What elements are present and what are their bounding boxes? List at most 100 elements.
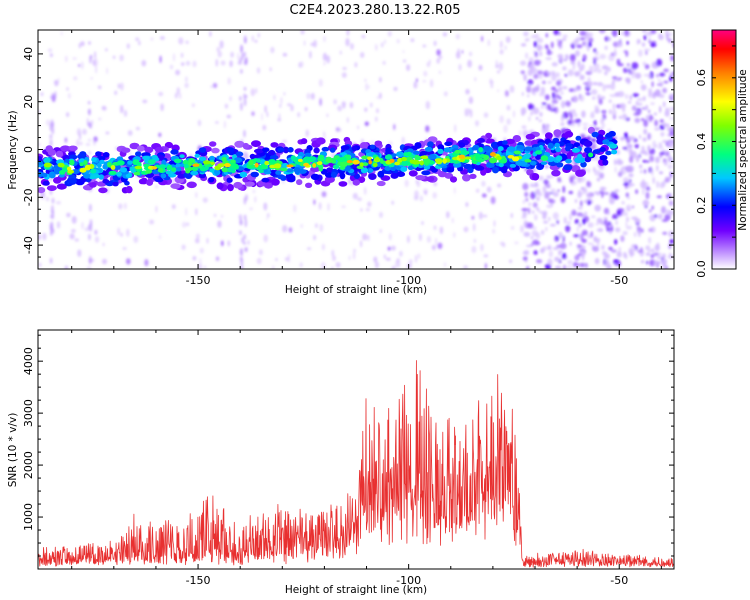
noise-speck	[600, 186, 605, 194]
noise-speck	[668, 230, 674, 238]
noise-speck	[534, 214, 538, 221]
noise-speck	[180, 52, 184, 58]
noise-speck	[592, 246, 599, 252]
noise-speck	[650, 30, 657, 34]
signal-blob	[575, 169, 586, 177]
signal-blob	[509, 163, 517, 168]
x-tick-label: -150	[186, 274, 211, 287]
noise-speck	[593, 166, 596, 173]
noise-speck	[227, 240, 231, 247]
noise-speck	[499, 115, 504, 124]
noise-speck	[272, 265, 275, 269]
noise-speck	[569, 241, 572, 246]
noise-speck	[665, 107, 670, 114]
noise-speck	[495, 64, 499, 69]
noise-speck	[240, 247, 244, 257]
noise-speck	[557, 85, 561, 93]
noise-speck	[619, 103, 626, 109]
signal-blob	[268, 159, 276, 164]
noise-speck	[633, 231, 637, 238]
noise-speck	[581, 111, 585, 118]
noise-speck	[583, 36, 590, 41]
noise-speck	[191, 103, 195, 108]
noise-speck	[217, 50, 222, 58]
noise-speck	[667, 254, 674, 259]
signal-blob	[43, 157, 51, 164]
noise-speck	[669, 171, 673, 179]
noise-speck	[637, 97, 644, 102]
signal-blob	[258, 169, 264, 174]
noise-speck	[626, 63, 630, 66]
signal-blob	[400, 166, 408, 172]
noise-speck	[642, 187, 645, 196]
noise-speck	[641, 42, 646, 47]
noise-speck	[550, 188, 556, 192]
noise-speck	[640, 84, 647, 91]
signal-blob	[427, 141, 434, 148]
noise-speck	[528, 103, 534, 110]
noise-speck	[313, 39, 317, 48]
noise-speck	[560, 196, 566, 204]
noise-speck	[528, 61, 533, 65]
noise-speck	[463, 226, 469, 233]
noise-speck	[521, 125, 527, 129]
noise-speck	[624, 93, 629, 100]
noise-speck	[549, 223, 556, 227]
noise-speck	[479, 64, 482, 70]
noise-speck	[391, 245, 396, 251]
signal-blob	[477, 138, 485, 143]
noise-speck	[159, 55, 162, 64]
noise-speck	[407, 235, 410, 244]
noise-speck	[195, 191, 198, 199]
noise-speck	[586, 181, 592, 188]
signal-blob	[77, 153, 86, 160]
noise-speck	[562, 66, 567, 71]
signal-blob	[198, 172, 207, 179]
noise-speck	[616, 251, 622, 258]
noise-speck	[206, 237, 209, 244]
noise-speck	[664, 176, 671, 183]
signal-blob	[556, 162, 564, 168]
noise-speck	[560, 85, 563, 91]
noise-speck	[387, 246, 391, 251]
noise-speck	[558, 249, 562, 256]
noise-speck	[533, 91, 536, 96]
signal-blob	[532, 173, 540, 181]
noise-speck	[526, 37, 530, 42]
noise-speck	[133, 235, 139, 244]
noise-speck	[413, 81, 419, 89]
noise-speck	[244, 37, 247, 44]
noise-speck	[56, 221, 61, 229]
noise-speck	[64, 137, 68, 143]
snr-ticks: -150 -100 -50 1000 2000 3000 4000	[22, 330, 674, 587]
noise-speck	[322, 52, 327, 62]
signal-blob	[60, 145, 71, 152]
signal-blob	[368, 173, 377, 181]
noise-speck	[45, 119, 51, 126]
noise-speck	[80, 41, 85, 47]
noise-speck	[326, 113, 329, 118]
signal-blob	[98, 187, 108, 194]
signal-blob	[359, 142, 369, 150]
noise-speck	[385, 257, 391, 261]
noise-speck	[582, 122, 589, 126]
noise-speck	[661, 258, 668, 266]
signal-blob	[352, 179, 360, 186]
noise-speck	[534, 53, 539, 58]
noise-speck	[379, 211, 383, 218]
noise-speck	[648, 249, 652, 252]
signal-blob	[449, 176, 458, 183]
noise-speck	[572, 40, 577, 46]
noise-speck	[475, 188, 480, 193]
noise-speck	[195, 238, 200, 244]
noise-speck	[650, 254, 655, 259]
noise-speck	[345, 38, 350, 47]
noise-speck	[648, 37, 651, 43]
noise-speck	[629, 146, 633, 153]
noise-speck	[481, 180, 486, 187]
noise-speck	[600, 118, 605, 125]
noise-speck	[391, 200, 394, 205]
signal-blob	[588, 152, 594, 158]
noise-speck	[533, 86, 540, 93]
signal-blob	[234, 140, 245, 148]
